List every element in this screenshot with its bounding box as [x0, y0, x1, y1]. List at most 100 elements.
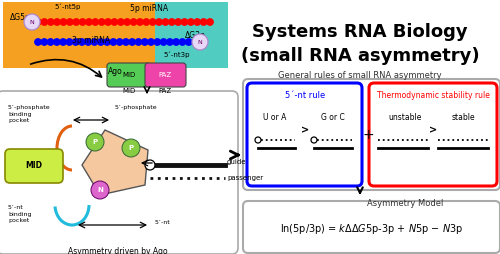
Circle shape: [41, 39, 48, 45]
Text: Ago: Ago: [108, 68, 123, 76]
Text: MID: MID: [26, 162, 42, 170]
Circle shape: [35, 39, 41, 45]
Text: 5´-nt
binding
pocket: 5´-nt binding pocket: [8, 205, 32, 223]
Circle shape: [136, 39, 141, 45]
Circle shape: [173, 39, 180, 45]
Circle shape: [41, 19, 48, 25]
Circle shape: [168, 19, 175, 25]
Circle shape: [129, 39, 136, 45]
FancyBboxPatch shape: [107, 63, 151, 87]
Text: 5´-phosphate: 5´-phosphate: [115, 105, 158, 110]
Text: P: P: [92, 139, 98, 145]
Circle shape: [91, 181, 109, 199]
Text: ln(5p/3p) = $k$ΔΔ$G$5p-3p + $N$5p $-$ $N$3p: ln(5p/3p) = $k$ΔΔ$G$5p-3p + $N$5p $-$ $N…: [280, 222, 464, 236]
FancyBboxPatch shape: [0, 91, 238, 254]
FancyBboxPatch shape: [5, 149, 63, 183]
Text: N: N: [198, 40, 202, 44]
Circle shape: [24, 14, 40, 30]
Circle shape: [124, 19, 130, 25]
Text: PAZ: PAZ: [158, 72, 172, 78]
Circle shape: [182, 19, 188, 25]
Text: 5´-phosphate
binding
pocket: 5´-phosphate binding pocket: [8, 105, 50, 123]
Text: Asymmetry driven by Ago: Asymmetry driven by Ago: [68, 247, 168, 254]
Circle shape: [122, 139, 140, 157]
Circle shape: [73, 19, 80, 25]
Circle shape: [48, 39, 54, 45]
Circle shape: [54, 19, 60, 25]
Circle shape: [186, 39, 192, 45]
Circle shape: [255, 137, 261, 143]
FancyBboxPatch shape: [369, 83, 497, 186]
Circle shape: [154, 39, 160, 45]
Circle shape: [200, 19, 207, 25]
Circle shape: [166, 39, 173, 45]
Text: 5´-nt: 5´-nt: [155, 219, 171, 225]
Circle shape: [194, 19, 200, 25]
Circle shape: [156, 19, 162, 25]
Text: MID: MID: [122, 88, 136, 94]
Text: Thermodynamic stability rule: Thermodynamic stability rule: [376, 90, 490, 100]
Circle shape: [143, 19, 150, 25]
FancyBboxPatch shape: [247, 83, 362, 186]
Text: N: N: [30, 20, 35, 24]
Polygon shape: [3, 2, 228, 68]
Text: >: >: [429, 125, 437, 135]
Circle shape: [98, 39, 104, 45]
Circle shape: [188, 19, 194, 25]
Circle shape: [66, 19, 73, 25]
Text: >: >: [301, 125, 309, 135]
Circle shape: [80, 19, 86, 25]
Text: G or C: G or C: [321, 114, 345, 122]
Circle shape: [130, 19, 137, 25]
Circle shape: [54, 39, 60, 45]
Text: stable: stable: [451, 114, 475, 122]
Text: 3p miRNA: 3p miRNA: [72, 36, 110, 45]
Circle shape: [142, 39, 148, 45]
FancyBboxPatch shape: [243, 79, 500, 190]
Circle shape: [110, 39, 116, 45]
Text: 5´-nt5p: 5´-nt5p: [55, 4, 81, 10]
Circle shape: [311, 137, 317, 143]
Text: ΔG3p: ΔG3p: [185, 30, 206, 40]
Circle shape: [72, 39, 79, 45]
Circle shape: [92, 19, 98, 25]
FancyBboxPatch shape: [145, 63, 186, 87]
Text: unstable: unstable: [388, 114, 422, 122]
Circle shape: [162, 19, 168, 25]
Circle shape: [145, 160, 155, 170]
Circle shape: [207, 19, 213, 25]
Text: 5´-nt rule: 5´-nt rule: [285, 90, 325, 100]
Text: Systems RNA Biology: Systems RNA Biology: [252, 23, 468, 41]
Circle shape: [160, 39, 167, 45]
Circle shape: [175, 19, 182, 25]
Circle shape: [79, 39, 85, 45]
Polygon shape: [82, 130, 148, 195]
Text: U or A: U or A: [264, 114, 286, 122]
Circle shape: [92, 39, 98, 45]
Circle shape: [86, 19, 92, 25]
Circle shape: [150, 19, 156, 25]
Circle shape: [66, 39, 72, 45]
Circle shape: [35, 19, 41, 25]
Text: P: P: [128, 145, 134, 151]
Circle shape: [104, 39, 110, 45]
Circle shape: [105, 19, 112, 25]
Text: PAZ: PAZ: [158, 88, 172, 94]
Circle shape: [86, 133, 104, 151]
Polygon shape: [155, 2, 228, 68]
Circle shape: [116, 39, 123, 45]
Text: N: N: [97, 187, 103, 193]
Text: Asymmetry Model: Asymmetry Model: [367, 198, 443, 208]
Text: 5´-nt3p: 5´-nt3p: [163, 52, 190, 58]
Circle shape: [60, 19, 66, 25]
Text: General rules of small RNA asymmetry: General rules of small RNA asymmetry: [278, 71, 442, 80]
Circle shape: [48, 19, 54, 25]
Circle shape: [118, 19, 124, 25]
Circle shape: [111, 19, 117, 25]
Circle shape: [136, 19, 143, 25]
Text: +: +: [362, 128, 374, 142]
Circle shape: [192, 39, 198, 45]
FancyBboxPatch shape: [243, 201, 500, 253]
Text: 5p miRNA: 5p miRNA: [130, 4, 168, 13]
Circle shape: [98, 19, 105, 25]
